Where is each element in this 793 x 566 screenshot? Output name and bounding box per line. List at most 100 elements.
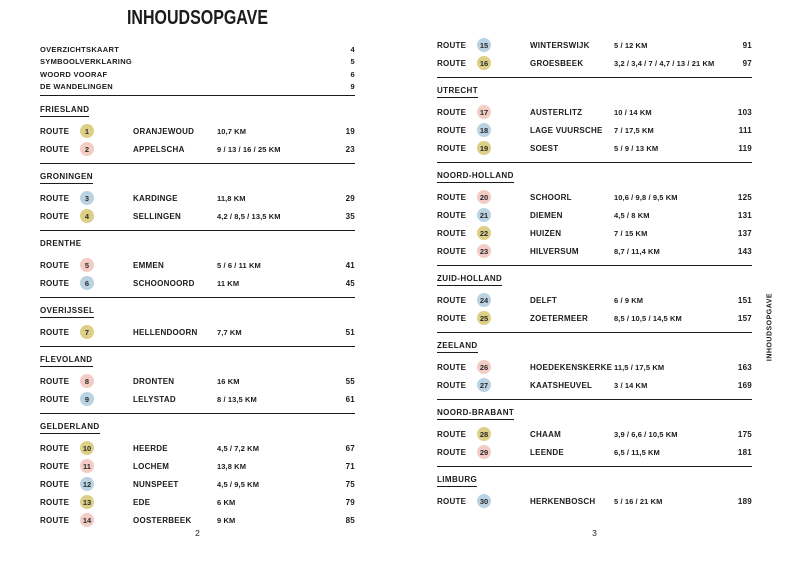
route-row: ROUTE 12 NUNSPEET 4,5 / 9,5 KM 75 (40, 475, 355, 493)
route-distance: 5 / 6 / 11 KM (217, 260, 261, 270)
route-name: SCHOORL (530, 192, 572, 202)
route-word: ROUTE (40, 461, 70, 471)
route-badge-cell: 11 (80, 459, 133, 473)
route-distance: 11,5 / 17,5 KM (614, 362, 665, 372)
route-word: ROUTE (40, 497, 70, 507)
route-word: ROUTE (437, 192, 467, 202)
route-word: ROUTE (40, 260, 70, 270)
province-section: OVERIJSSEL ROUTE 7 HELLENDOORN 7,7 KM 51 (40, 298, 355, 347)
route-distance: 4,2 / 8,5 / 13,5 KM (217, 211, 281, 221)
route-number-badge: 2 (80, 142, 94, 156)
route-number-badge: 14 (80, 513, 94, 527)
province-heading-text: LIMBURG (437, 475, 478, 487)
route-word: ROUTE (437, 107, 467, 117)
route-name: GROESBEEK (530, 58, 584, 68)
route-badge-cell: 6 (80, 276, 133, 290)
route-badge-cell: 19 (477, 141, 530, 155)
route-word: ROUTE (437, 313, 467, 323)
route-row: ROUTE 17 AUSTERLITZ 10 / 14 KM 103 (437, 103, 752, 121)
route-distance: 13,8 KM (217, 461, 247, 471)
page-number-right: 3 (592, 528, 597, 538)
route-distance: 10,6 / 9,8 / 9,5 KM (614, 192, 678, 202)
route-name: LELYSTAD (133, 394, 176, 404)
route-word: ROUTE (40, 144, 70, 154)
route-number-badge: 25 (477, 311, 491, 325)
route-badge-cell: 17 (477, 105, 530, 119)
route-distance: 10,7 KM (217, 126, 247, 136)
route-page: 51 (345, 327, 355, 337)
province-heading-text: ZUID-HOLLAND (437, 274, 503, 286)
route-number-badge: 27 (477, 378, 491, 392)
route-word: ROUTE (40, 515, 70, 525)
province-heading: DRENTHE (40, 239, 355, 256)
route-row: ROUTE 1 ORANJEWOUD 10,7 KM 19 (40, 122, 355, 140)
route-badge-cell: 7 (80, 325, 133, 339)
province-section: ROUTE 15 WINTERSWIJK 5 / 12 KM 91 ROUTE 16 GROE… (437, 34, 752, 78)
route-number-badge: 11 (80, 459, 94, 473)
route-badge-cell: 20 (477, 190, 530, 204)
route-word: ROUTE (40, 278, 70, 288)
province-section: GELDERLAND ROUTE 10 HEERDE 4,5 / 7,2 KM 67 ROU… (40, 414, 355, 529)
page-right: ROUTE 15 WINTERSWIJK 5 / 12 KM 91 ROUTE 16 GROE… (437, 0, 752, 566)
section-divider (437, 77, 752, 78)
route-distance: 6,5 / 11,5 KM (614, 447, 660, 457)
route-name: HOEDEKENSKERKE (530, 362, 613, 372)
route-row: ROUTE 26 HOEDEKENSKERKE 11,5 / 17,5 KM 163 (437, 358, 752, 376)
route-number-badge: 8 (80, 374, 94, 388)
route-page: 125 (737, 192, 752, 202)
route-distance: 11,8 KM (217, 193, 246, 203)
route-name: LAGE VUURSCHE (530, 125, 603, 135)
province-heading: UTRECHT (437, 86, 752, 103)
route-distance: 3 / 14 KM (614, 380, 648, 390)
province-heading-text: ZEELAND (437, 341, 478, 353)
route-word: ROUTE (437, 429, 467, 439)
route-row: ROUTE 21 DIEMEN 4,5 / 8 KM 131 (437, 206, 752, 224)
route-name: CHAAM (530, 429, 562, 439)
route-word: ROUTE (437, 246, 467, 256)
route-badge-cell: 27 (477, 378, 530, 392)
route-distance: 8,7 / 11,4 KM (614, 246, 660, 256)
front-matter-page: 5 (350, 57, 355, 67)
route-name: HILVERSUM (530, 246, 579, 256)
section-divider (437, 466, 752, 467)
route-page: 143 (737, 246, 752, 256)
route-number-badge: 22 (477, 226, 491, 240)
route-row: ROUTE 11 LOCHEM 13,8 KM 71 (40, 457, 355, 475)
route-row: ROUTE 7 HELLENDOORN 7,7 KM 51 (40, 323, 355, 341)
route-page: 75 (345, 479, 355, 489)
route-word: ROUTE (437, 40, 467, 50)
route-word: ROUTE (437, 380, 467, 390)
route-number-badge: 26 (477, 360, 491, 374)
route-page: 97 (742, 58, 752, 68)
route-badge-cell: 1 (80, 124, 133, 138)
province-heading: FRIESLAND (40, 105, 355, 122)
route-name: DELFT (530, 295, 558, 305)
route-number-badge: 23 (477, 244, 491, 258)
route-word: ROUTE (437, 447, 467, 457)
route-page: 41 (345, 260, 355, 270)
route-number-badge: 28 (477, 427, 491, 441)
province-heading: ZEELAND (437, 341, 752, 358)
province-section: DRENTHE ROUTE 5 EMMEN 5 / 6 / 11 KM 41 ROUTE 6 S… (40, 231, 355, 298)
route-word: ROUTE (40, 479, 70, 489)
route-number-badge: 10 (80, 441, 94, 455)
front-matter-page: 6 (350, 69, 355, 79)
route-name: SCHOONOORD (133, 278, 195, 288)
route-distance: 9 KM (217, 515, 236, 525)
route-name: NUNSPEET (133, 479, 179, 489)
province-heading: ZUID-HOLLAND (437, 274, 752, 291)
route-row: ROUTE 6 SCHOONOORD 11 KM 45 (40, 274, 355, 292)
route-number-badge: 15 (477, 38, 491, 52)
route-word: ROUTE (437, 125, 467, 135)
province-heading-text: DRENTHE (40, 239, 82, 248)
route-distance: 5 / 16 / 21 KM (614, 496, 663, 506)
route-badge-cell: 22 (477, 226, 530, 240)
route-badge-cell: 30 (477, 494, 530, 508)
route-name: HUIZEN (530, 228, 562, 238)
province-section: ZEELAND ROUTE 26 HOEDEKENSKERKE 11,5 / 17,5 … (437, 333, 752, 400)
front-matter-label: SYMBOOLVERKLARING (40, 57, 133, 67)
section-divider (437, 162, 752, 163)
route-page: 131 (737, 210, 752, 220)
route-badge-cell: 2 (80, 142, 133, 156)
